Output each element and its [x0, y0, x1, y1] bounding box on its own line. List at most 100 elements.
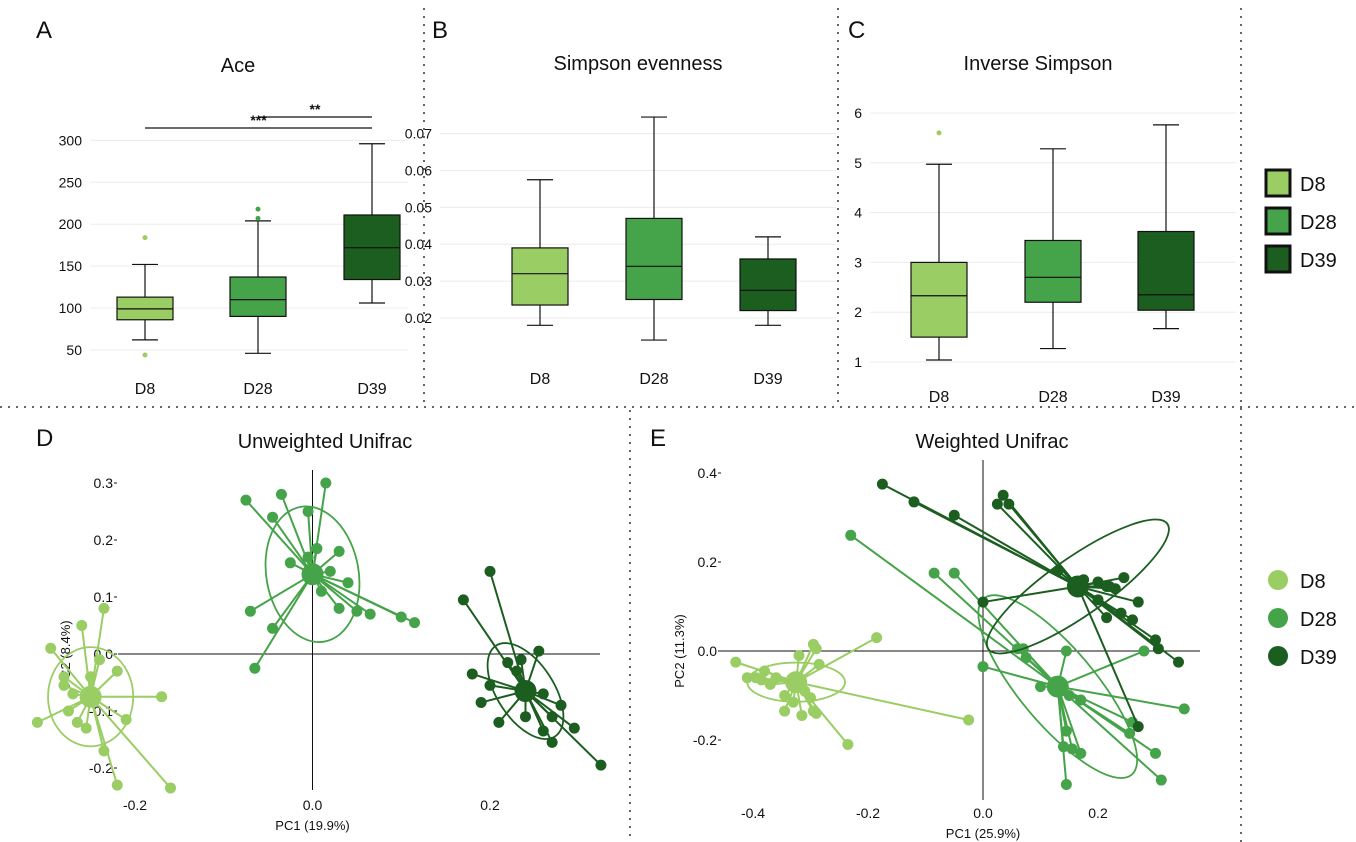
- data-point: [284, 557, 296, 569]
- data-point: [515, 654, 527, 666]
- data-point: [120, 714, 132, 726]
- spoke-line: [996, 503, 1079, 588]
- data-point: [1003, 498, 1015, 510]
- y-tick-label: 6: [854, 105, 862, 121]
- panel-d: D Unweighted Unifrac-0.2 0.0 0.2-0.2-0.10.0…: [31, 425, 607, 833]
- y-axis-label: PC2 (11.3%): [672, 614, 687, 687]
- data-point: [908, 496, 920, 508]
- data-point: [58, 671, 70, 683]
- outlier-point: [255, 206, 261, 212]
- data-point: [311, 543, 323, 555]
- data-point: [1150, 634, 1161, 646]
- data-point: [275, 488, 287, 500]
- spoke-line: [1076, 586, 1140, 728]
- data-point: [1052, 565, 1064, 577]
- panel-label-c: C: [848, 17, 865, 44]
- series-d8: [31, 602, 176, 794]
- x-tick-label: D8: [135, 381, 156, 398]
- data-point: [796, 710, 808, 722]
- data-point: [537, 688, 549, 700]
- x-tick-label: 0.2: [1088, 805, 1108, 821]
- data-point: [267, 511, 279, 523]
- legend-marker-d8: [1268, 570, 1288, 590]
- data-point: [475, 696, 487, 708]
- y-tick-label: 0.06: [405, 163, 432, 179]
- y-tick-label: 0.04: [405, 236, 432, 252]
- panel-label-e: E: [650, 425, 666, 452]
- legend-label-d8: D8: [1300, 174, 1326, 196]
- data-point: [1178, 703, 1190, 715]
- data-point: [1060, 725, 1072, 737]
- outlier-point: [936, 130, 942, 136]
- data-point: [963, 714, 975, 726]
- chart-title: Unweighted Unifrac: [238, 431, 413, 453]
- data-point: [1127, 614, 1138, 626]
- x-axis-label: PC1 (25.9%): [946, 826, 1020, 841]
- spoke-line: [913, 501, 1079, 588]
- confidence-ellipse: [47, 646, 135, 748]
- y-tick-label: 4: [854, 205, 862, 221]
- data-point: [111, 665, 123, 677]
- centroid-point: [1066, 575, 1089, 598]
- y-tick-label: 5: [854, 155, 862, 171]
- panel-label-d: D: [36, 425, 53, 452]
- x-axis-label: PC1 (19.9%): [275, 818, 349, 833]
- y-tick-label: 0.03: [405, 273, 432, 289]
- legend-boxplots: D8 D28 D39: [1264, 168, 1337, 274]
- significance-label: ***: [250, 112, 267, 128]
- data-point: [1124, 727, 1136, 739]
- spoke-line: [1057, 650, 1145, 688]
- y-tick-label: -0.2: [693, 732, 717, 748]
- data-point: [977, 661, 989, 673]
- panel-label-b: B: [432, 17, 448, 44]
- data-point: [977, 596, 989, 608]
- data-point: [779, 690, 791, 701]
- x-tick-label: D8: [929, 389, 950, 406]
- significance-label: **: [310, 101, 321, 117]
- data-point: [1132, 596, 1144, 608]
- spoke-line: [982, 585, 1079, 604]
- data-point: [315, 585, 327, 597]
- y-tick-label: 300: [59, 132, 83, 148]
- data-point: [991, 498, 1003, 510]
- data-point: [1075, 747, 1087, 759]
- data-point: [1152, 643, 1164, 655]
- y-tick-label: 150: [59, 258, 83, 274]
- data-point: [810, 707, 822, 719]
- x-tick-label: D28: [1038, 389, 1067, 406]
- data-point: [1132, 721, 1144, 733]
- box-iqr: [511, 247, 569, 306]
- data-point: [98, 602, 110, 614]
- data-point: [793, 649, 805, 661]
- data-point: [813, 658, 825, 670]
- data-point: [62, 705, 74, 717]
- box-d28: [1024, 148, 1082, 350]
- y-tick-label: 50: [66, 342, 82, 358]
- data-point: [1173, 656, 1184, 668]
- x-tick-label: 0.0: [973, 805, 993, 821]
- data-point: [1118, 572, 1130, 584]
- y-tick-label: 0.3: [94, 475, 114, 491]
- data-point: [842, 738, 854, 750]
- data-point: [1155, 774, 1167, 786]
- data-point: [876, 478, 888, 490]
- box-d39: [739, 236, 797, 326]
- data-point: [787, 696, 799, 708]
- x-tick-label: D39: [753, 371, 782, 388]
- box-d28: [625, 116, 683, 341]
- data-point: [409, 617, 421, 629]
- series-d8: [730, 632, 975, 750]
- data-point: [555, 699, 567, 711]
- y-tick-label: 0.05: [405, 199, 432, 215]
- centroid-point: [1046, 675, 1069, 698]
- legend-swatch-d8: [1264, 168, 1292, 198]
- spoke-line: [795, 681, 969, 721]
- data-point: [1115, 607, 1127, 619]
- data-point: [502, 657, 514, 669]
- data-point: [466, 668, 478, 680]
- y-tick-label: 0.0: [698, 643, 718, 659]
- data-point: [58, 679, 70, 691]
- data-point: [324, 565, 336, 577]
